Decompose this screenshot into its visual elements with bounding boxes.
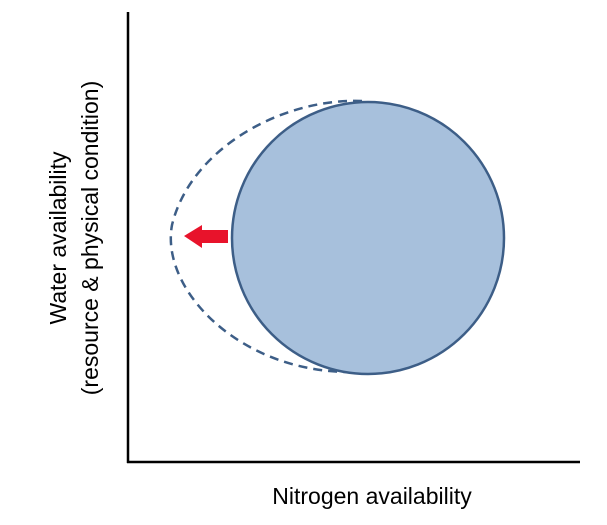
- expanded-niche-dashed-outline: [169, 99, 363, 374]
- x-axis-label: Nitrogen availability: [272, 483, 472, 509]
- y-axis-label-line1: Water availability: [45, 151, 71, 324]
- left-arrow-icon: [184, 225, 228, 248]
- niche-circle: [230, 100, 506, 376]
- y-axis-label-line2: (resource & physical condition): [77, 81, 103, 395]
